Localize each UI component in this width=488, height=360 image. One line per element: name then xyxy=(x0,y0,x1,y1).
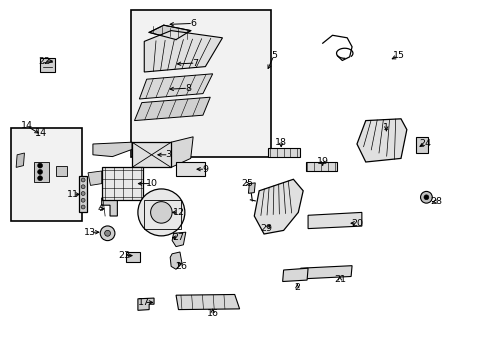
Polygon shape xyxy=(138,298,154,310)
Bar xyxy=(132,142,171,167)
Text: 13: 13 xyxy=(84,228,96,237)
Text: 3: 3 xyxy=(165,150,171,159)
Polygon shape xyxy=(149,25,190,40)
Polygon shape xyxy=(356,119,406,162)
Text: 26: 26 xyxy=(175,262,186,271)
Circle shape xyxy=(81,198,85,202)
Bar xyxy=(56,166,67,176)
Polygon shape xyxy=(144,31,222,72)
Text: 10: 10 xyxy=(145,179,157,188)
Text: 27: 27 xyxy=(172,233,184,242)
Polygon shape xyxy=(170,252,182,269)
Bar xyxy=(40,58,55,72)
Circle shape xyxy=(81,185,85,189)
Circle shape xyxy=(104,230,110,236)
Text: 1: 1 xyxy=(383,123,388,132)
Polygon shape xyxy=(172,232,185,247)
Circle shape xyxy=(150,202,172,223)
Circle shape xyxy=(138,189,184,236)
Bar xyxy=(79,176,86,212)
Bar xyxy=(305,162,337,171)
Polygon shape xyxy=(176,294,239,310)
Text: 4: 4 xyxy=(97,204,103,213)
Polygon shape xyxy=(307,212,361,229)
Text: 21: 21 xyxy=(333,274,345,284)
Circle shape xyxy=(423,195,428,200)
Bar xyxy=(34,162,49,182)
Text: 18: 18 xyxy=(275,138,286,147)
Text: 17: 17 xyxy=(138,298,150,307)
Polygon shape xyxy=(102,197,117,216)
Polygon shape xyxy=(248,183,255,193)
Text: 8: 8 xyxy=(185,84,191,93)
Circle shape xyxy=(100,226,115,240)
Bar xyxy=(415,137,427,153)
Circle shape xyxy=(420,192,431,203)
Text: 14: 14 xyxy=(21,122,33,130)
Text: 19: 19 xyxy=(316,158,328,166)
Text: 22: 22 xyxy=(38,57,50,66)
Circle shape xyxy=(38,170,42,174)
Polygon shape xyxy=(299,266,351,279)
Text: 23: 23 xyxy=(119,251,130,260)
Text: 9: 9 xyxy=(202,165,208,174)
Text: 11: 11 xyxy=(67,190,79,199)
Bar xyxy=(131,10,271,157)
Bar xyxy=(267,148,299,157)
Text: 14: 14 xyxy=(35,128,48,138)
Text: 28: 28 xyxy=(429,197,441,206)
Polygon shape xyxy=(88,171,102,185)
Text: 2: 2 xyxy=(294,283,300,292)
Text: 20: 20 xyxy=(350,219,362,228)
Bar xyxy=(11,128,82,221)
Circle shape xyxy=(38,176,42,181)
Text: 25: 25 xyxy=(241,179,252,188)
Text: 12: 12 xyxy=(172,208,184,217)
Circle shape xyxy=(81,192,85,195)
Polygon shape xyxy=(139,74,212,99)
Polygon shape xyxy=(171,137,193,167)
Bar xyxy=(176,162,205,176)
Polygon shape xyxy=(93,142,132,157)
Text: 24: 24 xyxy=(419,139,430,148)
Text: 6: 6 xyxy=(190,19,196,28)
Polygon shape xyxy=(134,97,210,121)
Circle shape xyxy=(81,178,85,182)
Text: 16: 16 xyxy=(206,309,218,318)
Circle shape xyxy=(81,205,85,209)
Text: 5: 5 xyxy=(270,51,276,60)
Polygon shape xyxy=(254,179,303,234)
Text: 15: 15 xyxy=(392,51,404,60)
Polygon shape xyxy=(16,153,24,167)
Text: 7: 7 xyxy=(192,58,198,68)
Bar xyxy=(126,252,140,262)
Polygon shape xyxy=(282,268,307,282)
Bar xyxy=(144,200,181,229)
Text: 29: 29 xyxy=(260,224,272,233)
Bar xyxy=(102,167,143,200)
Circle shape xyxy=(38,163,42,168)
